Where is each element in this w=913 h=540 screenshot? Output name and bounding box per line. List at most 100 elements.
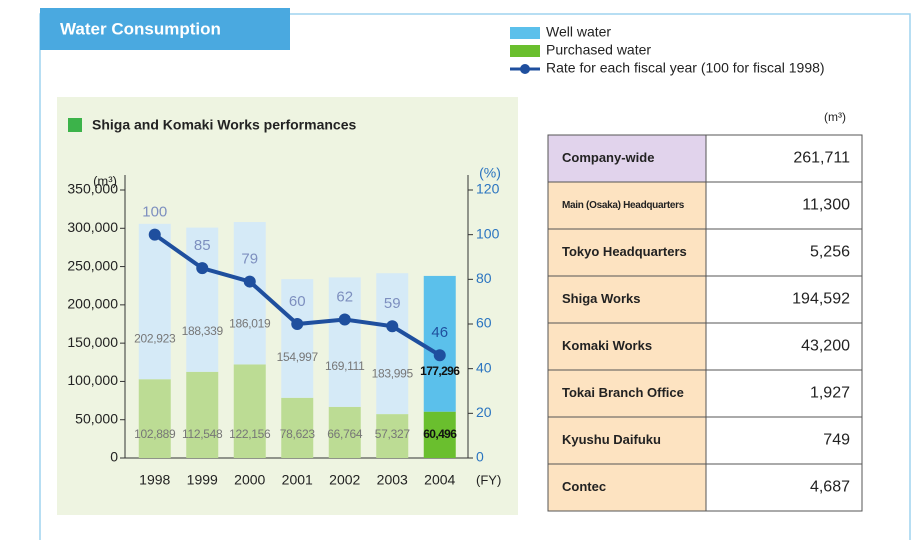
table-name: Komaki Works bbox=[562, 338, 652, 353]
header-title: Water Consumption bbox=[60, 19, 221, 38]
table-name: Company-wide bbox=[562, 150, 654, 165]
frame bbox=[39, 13, 911, 540]
bar-segment bbox=[328, 277, 361, 407]
table-name-cell bbox=[547, 134, 707, 183]
table-name-cell bbox=[547, 228, 707, 277]
table-name: Tokyo Headquarters bbox=[562, 244, 687, 259]
value-label: 169,111 bbox=[325, 359, 365, 373]
y2-tick-label: 60 bbox=[476, 315, 492, 331]
value-label: 188,339 bbox=[182, 324, 224, 338]
value-label: 154,997 bbox=[277, 350, 319, 364]
y-tick-label: 350,000 bbox=[67, 181, 118, 197]
rate-label: 60 bbox=[289, 293, 306, 310]
value-label: 186,019 bbox=[229, 317, 271, 331]
x-tick-label: 2002 bbox=[329, 472, 360, 488]
y2-tick-label: 0 bbox=[476, 449, 484, 465]
legend-swatch bbox=[510, 27, 540, 39]
bar-segment bbox=[233, 364, 266, 458]
value-label: 66,764 bbox=[327, 427, 363, 441]
bar-segment bbox=[186, 227, 219, 372]
rate-marker bbox=[148, 228, 161, 241]
table-value-cell bbox=[705, 228, 863, 277]
table-name-cell bbox=[547, 463, 707, 512]
table-name: Main (Osaka) Headquarters bbox=[562, 200, 685, 211]
value-label: 202,923 bbox=[134, 331, 176, 345]
bar-segment bbox=[328, 406, 361, 458]
value-label: 78,623 bbox=[280, 427, 316, 441]
header-tab bbox=[40, 8, 290, 50]
table-name-cell bbox=[547, 181, 707, 230]
x-tick-label: 2001 bbox=[282, 472, 313, 488]
x-tick-label: 2003 bbox=[377, 472, 408, 488]
table-value: 194,592 bbox=[792, 291, 850, 308]
table-name: Kyushu Daifuku bbox=[562, 432, 661, 447]
y-tick-label: 0 bbox=[110, 449, 118, 465]
rate-label: 59 bbox=[384, 295, 401, 312]
table-value: 5,256 bbox=[810, 244, 850, 261]
table-value-cell bbox=[705, 463, 863, 512]
y2-tick-label: 20 bbox=[476, 404, 492, 420]
y2-axis-label: (%) bbox=[479, 165, 501, 181]
y2-tick-label: 100 bbox=[476, 225, 500, 241]
rate-marker bbox=[196, 262, 209, 275]
y-tick-label: 100,000 bbox=[67, 372, 118, 388]
table-value: 11,300 bbox=[802, 197, 850, 214]
rate-marker bbox=[338, 313, 351, 326]
value-label: 112,548 bbox=[182, 427, 223, 441]
x-tick-label: 1999 bbox=[187, 472, 218, 488]
value-label: 177,296 bbox=[420, 364, 460, 378]
y-axis-label: (m³) bbox=[93, 173, 117, 188]
table-value-cell bbox=[705, 369, 863, 418]
table-name: Tokai Branch Office bbox=[562, 385, 684, 400]
y2-tick-label: 120 bbox=[476, 181, 500, 197]
bar-segment bbox=[138, 223, 171, 380]
value-label: 102,889 bbox=[134, 427, 176, 441]
y2-tick-label: 40 bbox=[476, 359, 492, 375]
bar-segment bbox=[138, 379, 171, 458]
bar-segment bbox=[281, 279, 314, 398]
y-tick-label: 150,000 bbox=[67, 334, 118, 350]
rate-label: 62 bbox=[336, 289, 353, 306]
value-label: 57,327 bbox=[375, 427, 411, 441]
table-value-cell bbox=[705, 416, 863, 465]
title-square bbox=[68, 118, 82, 132]
legend-swatch bbox=[510, 45, 540, 57]
rate-label: 79 bbox=[241, 251, 258, 268]
y-tick-label: 300,000 bbox=[67, 219, 118, 235]
rate-marker bbox=[386, 320, 399, 333]
legend-label: Purchased water bbox=[546, 42, 651, 58]
rate-label: 85 bbox=[194, 237, 211, 254]
y-tick-label: 50,000 bbox=[75, 410, 118, 426]
table-value: 43,200 bbox=[801, 338, 850, 355]
bar-segment bbox=[376, 414, 409, 458]
table-name: Shiga Works bbox=[562, 291, 641, 306]
x-tick-label: 1998 bbox=[139, 472, 170, 488]
bar-segment bbox=[186, 371, 219, 458]
chart-title: Shiga and Komaki Works performances bbox=[92, 117, 356, 133]
value-label: 183,995 bbox=[372, 366, 414, 380]
y-tick-label: 200,000 bbox=[67, 296, 118, 312]
table-name: Contec bbox=[562, 479, 606, 494]
table-value-cell bbox=[705, 322, 863, 371]
rate-label: 46 bbox=[431, 324, 448, 341]
rate-label: 100 bbox=[142, 204, 167, 221]
rate-marker bbox=[243, 275, 256, 288]
legend-marker bbox=[520, 64, 530, 74]
bar-segment bbox=[423, 275, 456, 412]
x-axis-label: (FY) bbox=[476, 472, 501, 487]
table-value: 749 bbox=[823, 432, 850, 449]
legend-label: Rate for each fiscal year (100 for fisca… bbox=[546, 60, 825, 76]
legend-label: Well water bbox=[546, 24, 611, 40]
table-value: 261,711 bbox=[793, 150, 850, 167]
rate-marker bbox=[433, 349, 446, 362]
table-value-cell bbox=[705, 275, 863, 324]
x-tick-label: 2000 bbox=[234, 472, 265, 488]
table-name-cell bbox=[547, 275, 707, 324]
table-value: 1,927 bbox=[810, 385, 850, 402]
y-tick-label: 250,000 bbox=[67, 257, 118, 273]
table-name-cell bbox=[547, 322, 707, 371]
rate-marker bbox=[291, 318, 304, 330]
table-unit: (m³) bbox=[824, 110, 846, 124]
value-label: 60,496 bbox=[423, 427, 457, 441]
table-value: 4,687 bbox=[810, 479, 850, 496]
